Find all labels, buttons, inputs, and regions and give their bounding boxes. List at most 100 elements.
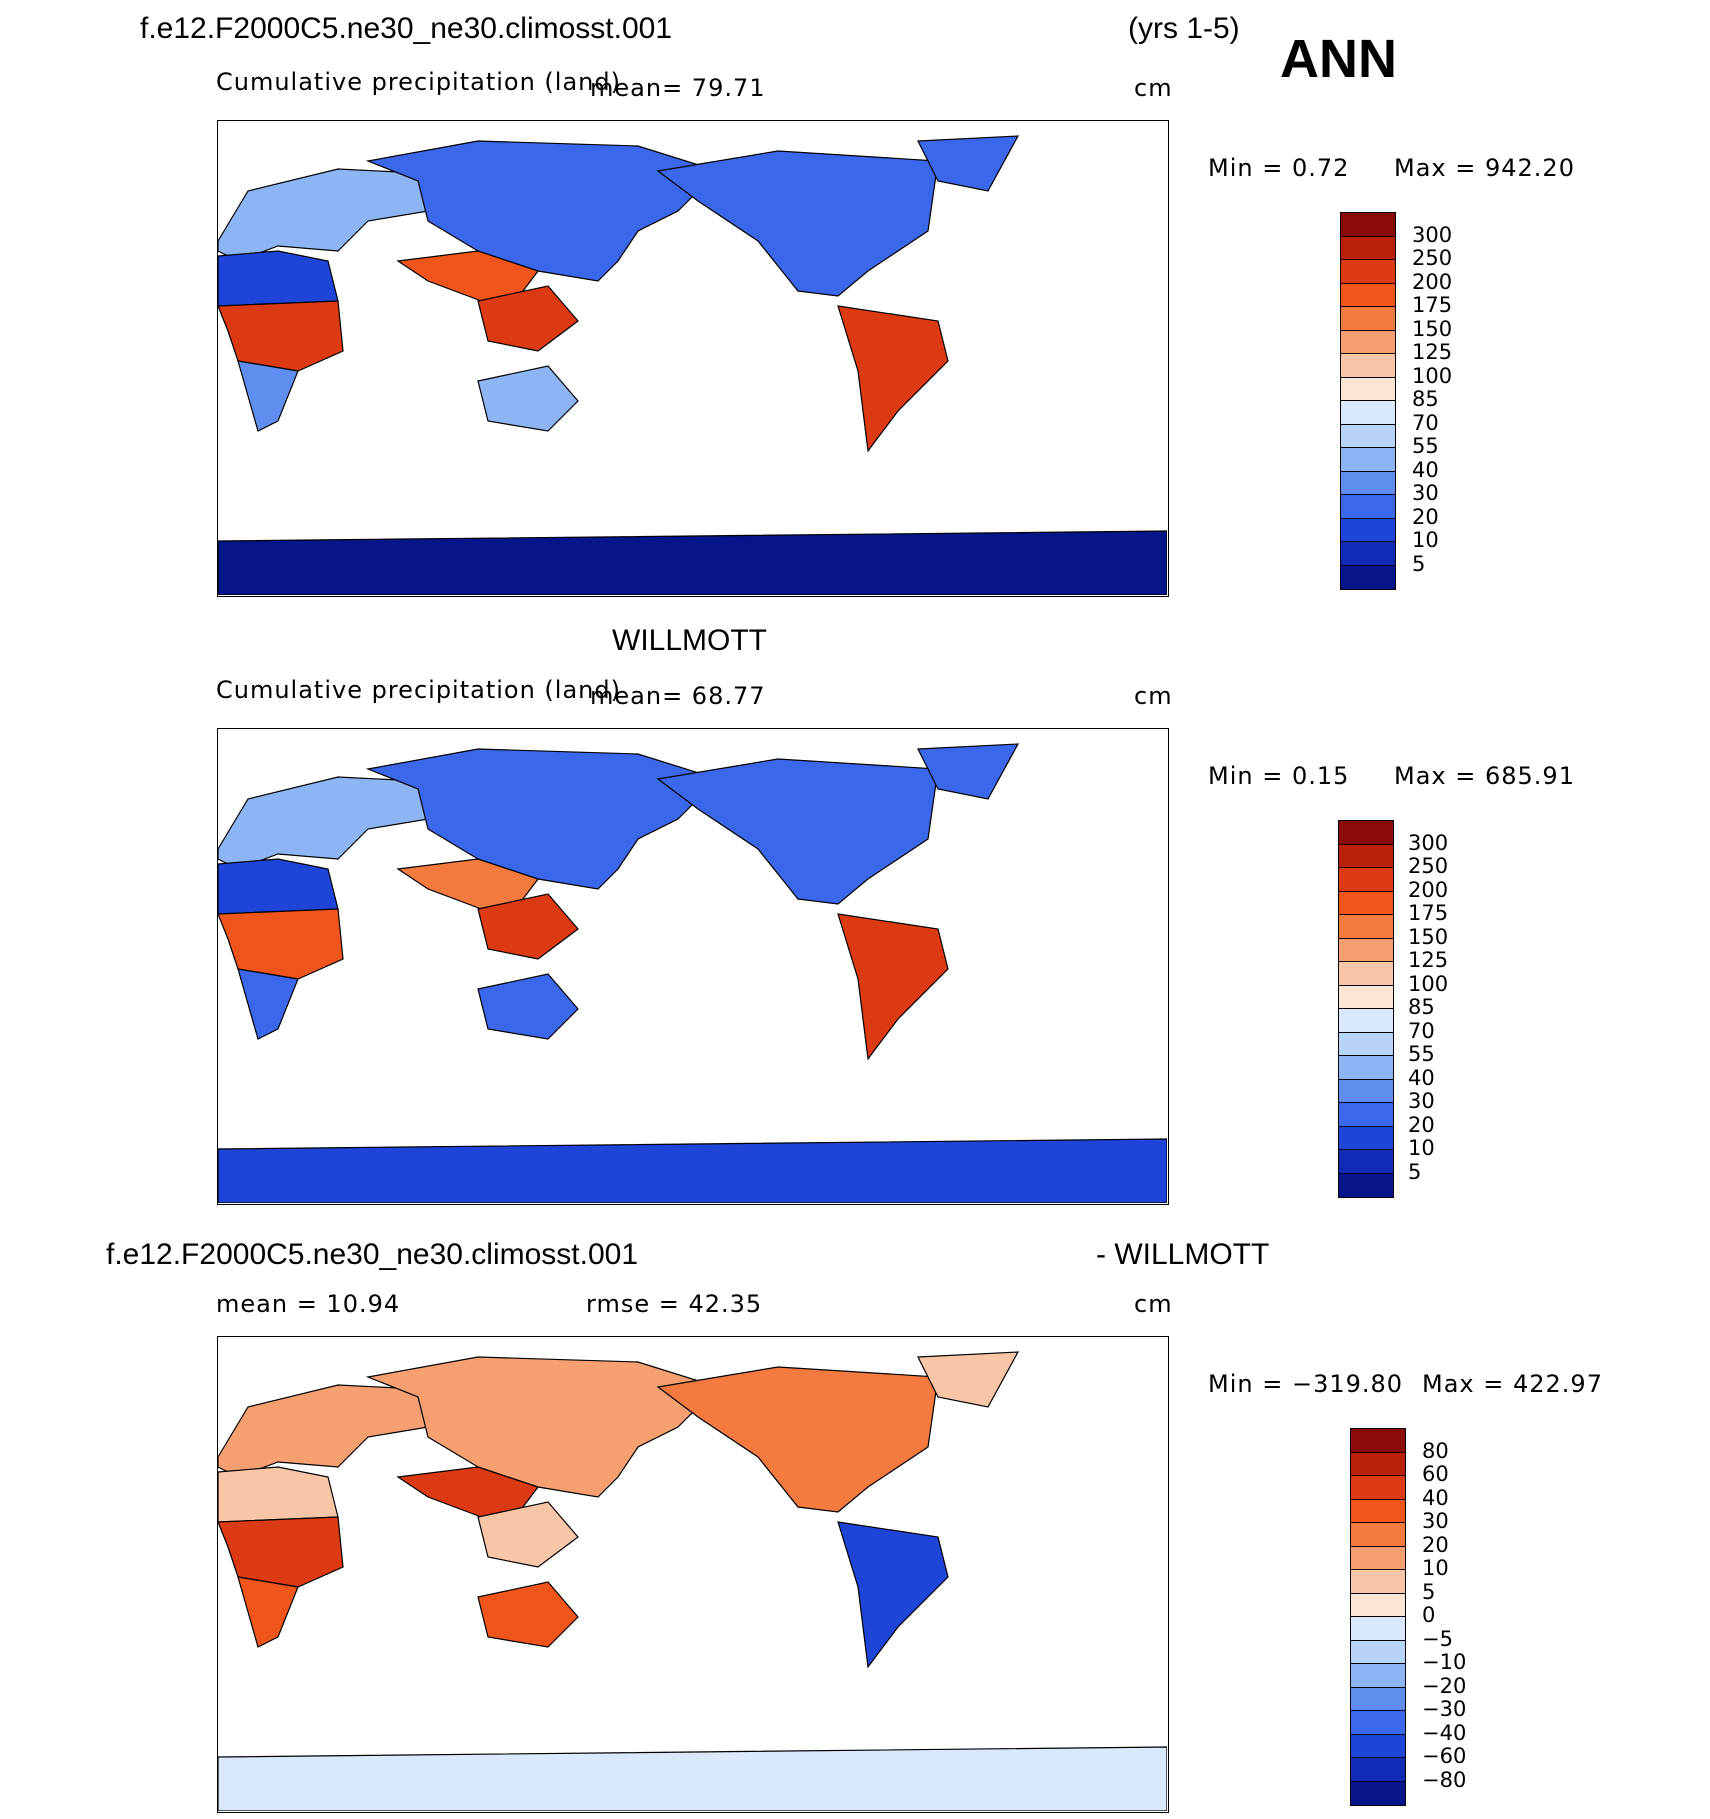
colorbar-tick-label: 20 <box>1422 1532 1449 1557</box>
colorbar-swatch <box>1351 1429 1405 1453</box>
colorbar-swatch <box>1341 565 1395 589</box>
colorbar-tick-label: −30 <box>1422 1697 1467 1721</box>
region-africa_s <box>237 1576 299 1648</box>
panel1-colorbar <box>1340 212 1396 590</box>
colorbar-swatch <box>1341 236 1395 260</box>
colorbar-tick-label: 10 <box>1408 1136 1435 1160</box>
panel3-rmse: rmse = 42.35 <box>586 1290 763 1318</box>
region-na <box>656 150 939 297</box>
colorbar-tick-label: 0 <box>1422 1603 1436 1627</box>
region-sa <box>837 1521 949 1669</box>
colorbar-swatch <box>1351 1664 1405 1688</box>
colorbar-tick-label: 20 <box>1408 1112 1435 1137</box>
colorbar-swatch <box>1339 1103 1393 1127</box>
colorbar-tick-label: −5 <box>1422 1626 1453 1651</box>
colorbar-tick-label: 30 <box>1422 1509 1449 1533</box>
panel3-title-right: - WILLMOTT <box>1096 1238 1270 1271</box>
panel1-variable: Cumulative precipitation (land) <box>216 68 621 96</box>
region-greenland <box>917 135 1020 192</box>
colorbar-swatch <box>1339 891 1393 915</box>
colorbar-tick-label: −40 <box>1422 1720 1467 1745</box>
colorbar-tick-label: 80 <box>1422 1438 1449 1463</box>
panel3-mean: mean = 10.94 <box>216 1290 401 1318</box>
colorbar-tick-label: 5 <box>1412 551 1426 576</box>
region-europe <box>218 168 429 262</box>
case-title: f.e12.F2000C5.ne30_ne30.climosst.001 <box>140 12 673 45</box>
colorbar-swatch <box>1341 330 1395 354</box>
colorbar-tick-label: 70 <box>1408 1018 1435 1043</box>
colorbar-swatch <box>1341 354 1395 378</box>
colorbar-swatch <box>1341 495 1395 519</box>
colorbar-swatch <box>1351 1734 1405 1758</box>
region-australia <box>477 973 579 1040</box>
colorbar-swatch <box>1339 1150 1393 1174</box>
colorbar-tick-label: 250 <box>1408 854 1449 878</box>
panel2-mean: mean= 68.77 <box>590 682 766 710</box>
region-antarctica <box>218 1746 1167 1811</box>
colorbar-swatch <box>1339 1056 1393 1080</box>
colorbar-tick-label: 150 <box>1412 316 1453 341</box>
colorbar-swatch <box>1351 1640 1405 1664</box>
region-seasia <box>477 285 579 352</box>
region-sa <box>837 913 949 1061</box>
region-asia <box>365 748 720 890</box>
region-africa_c <box>218 1516 344 1588</box>
colorbar-swatch <box>1351 1711 1405 1735</box>
colorbar-swatch <box>1351 1617 1405 1641</box>
colorbar-swatch <box>1341 401 1395 425</box>
colorbar-swatch <box>1339 938 1393 962</box>
colorbar-tick-label: 175 <box>1412 293 1453 317</box>
region-europe <box>218 1384 429 1478</box>
colorbar-tick-label: 55 <box>1412 434 1439 458</box>
region-greenland <box>917 1351 1020 1408</box>
colorbar-swatch <box>1351 1593 1405 1617</box>
colorbar-swatch <box>1339 821 1393 845</box>
region-seasia <box>477 1501 579 1568</box>
panel2-title: WILLMOTT <box>612 624 767 657</box>
colorbar-swatch <box>1351 1758 1405 1782</box>
colorbar-swatch <box>1351 1546 1405 1570</box>
colorbar-swatch <box>1341 448 1395 472</box>
colorbar-swatch <box>1339 962 1393 986</box>
colorbar-tick-label: 60 <box>1422 1462 1449 1486</box>
panel3-title-left: f.e12.F2000C5.ne30_ne30.climosst.001 <box>106 1238 639 1271</box>
colorbar-swatch <box>1341 518 1395 542</box>
colorbar-tick-label: 40 <box>1412 457 1439 482</box>
colorbar-tick-label: 200 <box>1408 877 1449 902</box>
colorbar-tick-label: 100 <box>1408 971 1449 996</box>
colorbar-tick-label: 40 <box>1408 1065 1435 1090</box>
region-sa <box>837 305 949 453</box>
colorbar-swatch <box>1351 1499 1405 1523</box>
panel1-min: Min = 0.72 <box>1208 154 1350 182</box>
region-seasia <box>477 893 579 960</box>
region-africa_n <box>218 858 339 915</box>
colorbar-tick-label: 150 <box>1408 924 1449 949</box>
region-africa_c <box>218 908 344 980</box>
colorbar-tick-label: 40 <box>1422 1485 1449 1510</box>
colorbar-tick-label: 200 <box>1412 269 1453 294</box>
colorbar-swatch <box>1351 1476 1405 1500</box>
colorbar-tick-label: 175 <box>1408 901 1449 925</box>
region-europe <box>218 776 429 870</box>
region-greenland <box>917 743 1020 800</box>
region-na <box>656 758 939 905</box>
colorbar-swatch <box>1341 471 1395 495</box>
colorbar-tick-label: 70 <box>1412 410 1439 435</box>
season-label: ANN <box>1280 29 1397 89</box>
panel3-units: cm <box>1134 1290 1173 1318</box>
colorbar-tick-label: 5 <box>1422 1579 1436 1604</box>
region-africa_n <box>218 1466 339 1523</box>
colorbar-tick-label: 5 <box>1408 1159 1422 1184</box>
colorbar-tick-label: 55 <box>1408 1042 1435 1066</box>
colorbar-swatch <box>1351 1523 1405 1547</box>
colorbar-tick-label: 300 <box>1412 222 1453 247</box>
colorbar-swatch <box>1339 1126 1393 1150</box>
panel3-min: Min = −319.80 <box>1208 1370 1404 1398</box>
colorbar-tick-label: 20 <box>1412 504 1439 529</box>
region-australia <box>477 1581 579 1648</box>
panel3-map <box>217 1336 1169 1813</box>
colorbar-swatch <box>1351 1687 1405 1711</box>
colorbar-tick-label: 10 <box>1412 528 1439 552</box>
colorbar-swatch <box>1339 1032 1393 1056</box>
panel2-colorbar <box>1338 820 1394 1198</box>
